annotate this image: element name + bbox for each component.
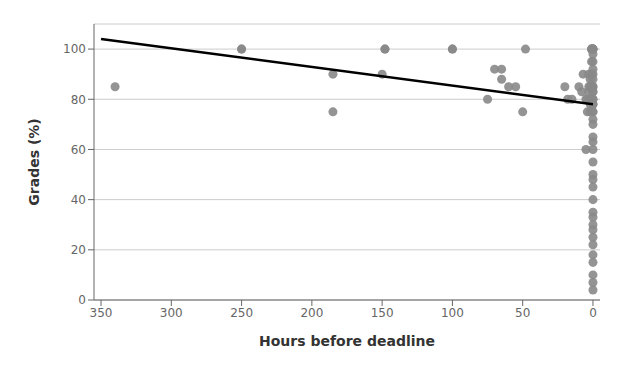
svg-text:0: 0: [78, 293, 86, 307]
svg-text:60: 60: [71, 143, 86, 157]
svg-text:350: 350: [90, 306, 113, 320]
svg-text:250: 250: [230, 306, 253, 320]
svg-text:100: 100: [441, 306, 464, 320]
svg-text:0: 0: [589, 306, 597, 320]
svg-text:50: 50: [515, 306, 530, 320]
svg-text:200: 200: [300, 306, 323, 320]
svg-text:150: 150: [371, 306, 394, 320]
svg-text:80: 80: [71, 93, 86, 107]
svg-text:300: 300: [160, 306, 183, 320]
svg-text:100: 100: [63, 42, 86, 56]
svg-text:20: 20: [71, 243, 86, 257]
svg-text:Grades (%): Grades (%): [26, 118, 42, 205]
svg-text:Hours before deadline: Hours before deadline: [259, 333, 435, 349]
svg-text:40: 40: [71, 193, 86, 207]
